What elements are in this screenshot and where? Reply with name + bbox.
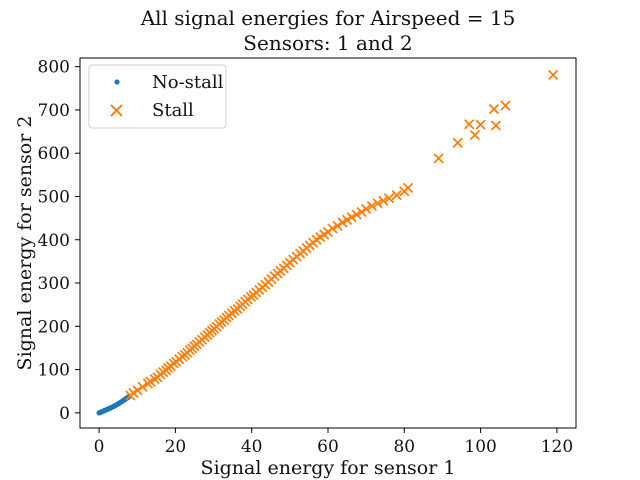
legend-frame: [88, 64, 227, 129]
x-tick-label: 0: [94, 437, 105, 457]
stall-point: [137, 381, 148, 393]
x-tick-label: 20: [165, 437, 187, 457]
x-tick-label: 60: [317, 437, 339, 457]
stall-series: [125, 69, 559, 401]
stall-point: [361, 203, 372, 215]
stall-point: [366, 200, 378, 212]
stall-point: [433, 153, 444, 164]
stall-point: [452, 137, 463, 148]
data-marks-layer: [96, 69, 559, 416]
y-tick-label: 800: [38, 58, 70, 78]
y-axis-label: Signal energy for sensor 2: [14, 116, 36, 371]
y-tick-label: 200: [38, 317, 70, 337]
legend-stall-marker: [110, 104, 123, 117]
stall-point: [372, 198, 383, 209]
chart-subtitle: Sensors: 1 and 2: [243, 31, 412, 55]
y-tick-label: 500: [38, 187, 70, 207]
stall-point: [132, 385, 143, 396]
no-stall-series: [96, 394, 132, 416]
stall-point: [327, 223, 338, 234]
x-axis-label: Signal energy for sensor 1: [201, 457, 456, 479]
stall-point: [469, 129, 481, 141]
ticks-layer: 0 20 40 60 80 100 120 0 100 200 300 400 500 600 700 800: [38, 58, 574, 457]
x-tick-label: 40: [241, 437, 263, 457]
legend: No-stall Stall: [88, 64, 227, 129]
stall-point: [332, 220, 343, 232]
y-tick-label: 400: [38, 231, 70, 251]
stall-point: [383, 193, 395, 204]
x-tick-label: 120: [541, 437, 573, 457]
y-tick-label: 300: [38, 274, 70, 294]
stall-point: [500, 100, 511, 111]
stall-point: [490, 120, 502, 131]
stall-point: [356, 206, 367, 218]
legend-no-stall-label: No-stall: [152, 72, 224, 93]
stall-point: [547, 69, 559, 81]
stall-point: [488, 103, 500, 115]
stall-point: [464, 119, 475, 130]
y-tick-label: 0: [59, 404, 70, 424]
y-tick-label: 100: [38, 361, 70, 381]
x-tick-label: 80: [393, 437, 415, 457]
stall-point: [402, 182, 414, 193]
stall-point: [229, 305, 240, 316]
chart-title: All signal energies for Airspeed = 15: [140, 6, 516, 30]
x-tick-label: 100: [464, 437, 496, 457]
legend-no-stall-marker: [114, 79, 120, 85]
legend-stall-label: Stall: [152, 100, 194, 121]
stall-point: [378, 195, 389, 206]
y-tick-label: 700: [38, 101, 70, 121]
stall-point: [391, 190, 402, 201]
y-tick-label: 600: [38, 144, 70, 164]
stall-point: [475, 119, 486, 130]
stall-point: [346, 212, 357, 223]
stall-point: [351, 209, 362, 220]
